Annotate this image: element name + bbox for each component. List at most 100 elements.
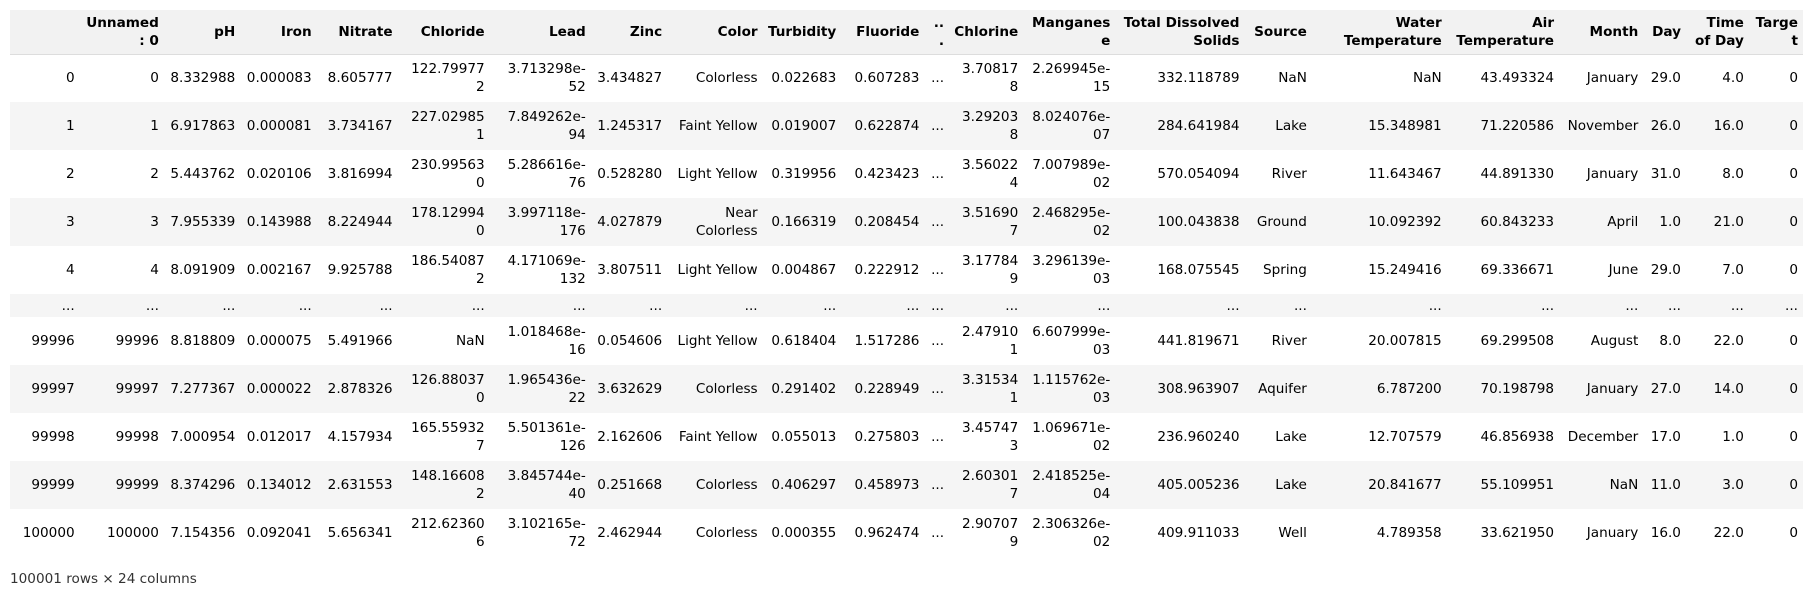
table-cell: 69.336671 — [1480, 262, 1555, 278]
table-cell: 1.245317 — [597, 118, 663, 134]
table-cell: 3.296139e-03 — [1032, 253, 1111, 287]
table-cell: 3.734167 — [327, 118, 393, 134]
table-cell: 2 — [150, 166, 159, 182]
table-cell: 2.269945e-15 — [1032, 61, 1111, 96]
table-cell: NaN — [1413, 70, 1442, 87]
table-cell: 31.0 — [1650, 166, 1681, 182]
index-header — [10, 10, 80, 55]
table-cell: 148.166082 — [411, 468, 485, 502]
table-cell: NaN — [455, 333, 485, 349]
table-cell: 0.004867 — [771, 262, 837, 278]
table-cell: 0.143988 — [246, 214, 312, 230]
table-cell: 3.997118e-176 — [507, 205, 586, 239]
table-cell: 0.000355 — [771, 525, 837, 541]
column-header: Chloride — [397, 10, 490, 55]
column-header: Total Dissolved Solids — [1115, 10, 1245, 55]
table-cell: 12.707579 — [1368, 429, 1442, 445]
table-cell: ... — [931, 381, 945, 397]
table-cell: ... — [1625, 297, 1639, 314]
table-cell: Lake — [1275, 477, 1307, 493]
table-cell: 8.332988 — [170, 70, 236, 87]
table-cell: 29.0 — [1650, 262, 1681, 278]
column-header: Manganese — [1023, 10, 1116, 55]
table-cell: 100.043838 — [1157, 214, 1240, 230]
table-cell: 11.0 — [1650, 477, 1681, 493]
table-cell: 6.917863 — [170, 118, 236, 134]
table-cell: 100000 — [106, 525, 159, 541]
table-cell: 0 — [1789, 381, 1798, 397]
table-cell: 8.091909 — [170, 262, 236, 278]
table-cell: 0.458973 — [854, 477, 920, 493]
table-cell: 1.965436e-22 — [507, 372, 586, 406]
table-cell: 3.560224 — [962, 157, 1019, 191]
table-body: 0 0 8.332988 0.000083 8.605777 122.799772 3.71… — [10, 54, 1803, 557]
table-cell: 14.0 — [1713, 381, 1744, 397]
table-cell: 2.462944 — [597, 525, 663, 541]
column-header: Air Temperature — [1446, 10, 1560, 55]
table-cell: Colorless — [695, 477, 758, 493]
table-cell: 70.198798 — [1480, 381, 1555, 397]
table-cell: Well — [1278, 525, 1307, 541]
table-cell: 1.018468e-16 — [507, 324, 586, 358]
table-cell: ... — [572, 297, 586, 314]
table-cell: 186.540872 — [411, 253, 485, 287]
table-cell: 178.129940 — [411, 205, 485, 239]
header-row: Unnamed: 0 pH Iron Nitrate Chloride Lead Zinc C… — [10, 10, 1803, 55]
table-cell: 212.623606 — [411, 516, 485, 550]
table-cell: ... — [1226, 297, 1240, 314]
table-cell: Ground — [1256, 214, 1307, 230]
row-index: 99998 — [31, 429, 75, 445]
table-cell: 0 — [1789, 214, 1798, 230]
table-cell: 2.907079 — [962, 516, 1019, 550]
table-cell: 0.000075 — [246, 333, 312, 349]
table-row: 3 3 7.955339 0.143988 8.224944 178.129940 3.99… — [10, 198, 1803, 246]
table-cell: 5.501361e-126 — [507, 420, 586, 454]
table-cell: 0 — [1789, 477, 1798, 493]
table-cell: 0.406297 — [771, 477, 837, 493]
table-cell: 405.005236 — [1157, 477, 1240, 493]
table-cell: 16.0 — [1650, 525, 1681, 541]
table-cell: January — [1586, 166, 1639, 182]
table-cell: 0.022683 — [771, 70, 837, 87]
table-cell: 71.220586 — [1480, 118, 1555, 134]
table-cell: 308.963907 — [1157, 381, 1240, 397]
table-cell: 5.491966 — [327, 333, 393, 349]
column-header: Iron — [240, 10, 317, 55]
table-cell: ... — [1293, 297, 1307, 314]
table-cell: 0 — [1789, 525, 1798, 541]
table-cell: 7.849262e-94 — [507, 109, 586, 143]
table-cell: 0.012017 — [246, 429, 312, 445]
dataframe-output: Unnamed: 0 pH Iron Nitrate Chloride Lead Zinc C… — [10, 10, 1803, 587]
table-cell: 2.479101 — [962, 324, 1019, 358]
column-header: pH — [163, 10, 241, 55]
table-cell: NaN — [1609, 477, 1639, 493]
table-cell: 4.027879 — [597, 214, 663, 230]
table-cell: 10.092392 — [1368, 214, 1442, 230]
table-cell: ... — [931, 333, 945, 349]
table-cell: 9.925788 — [327, 262, 393, 278]
column-header: Turbidity — [762, 10, 842, 55]
table-cell: 0.092041 — [246, 525, 312, 541]
table-cell: 0.423423 — [854, 166, 920, 182]
table-cell: 2.468295e-02 — [1032, 205, 1111, 239]
table-cell: ... — [1785, 297, 1798, 314]
table-cell: 0 — [1789, 70, 1798, 87]
table-cell: NaN — [1278, 70, 1307, 87]
table-cell: 0.528280 — [597, 166, 663, 182]
table-cell: August — [1590, 333, 1639, 349]
table-cell: 0 — [1789, 118, 1798, 134]
table-cell: 7.277367 — [170, 381, 236, 397]
table-cell: 3.292038 — [962, 109, 1019, 143]
table-cell: April — [1607, 214, 1639, 230]
column-header: Source — [1244, 10, 1312, 55]
table-cell: 43.493324 — [1480, 70, 1555, 87]
table-cell: 0.000083 — [246, 70, 312, 87]
table-cell: 7.154356 — [170, 525, 236, 541]
table-cell: 15.249416 — [1368, 262, 1442, 278]
row-index: 1 — [65, 118, 75, 134]
column-header: Unnamed: 0 — [79, 10, 164, 55]
row-index: ... — [61, 297, 75, 314]
table-cell: 570.054094 — [1157, 166, 1240, 182]
table-cell: 8.605777 — [327, 70, 393, 87]
column-header: Lead — [489, 10, 591, 55]
